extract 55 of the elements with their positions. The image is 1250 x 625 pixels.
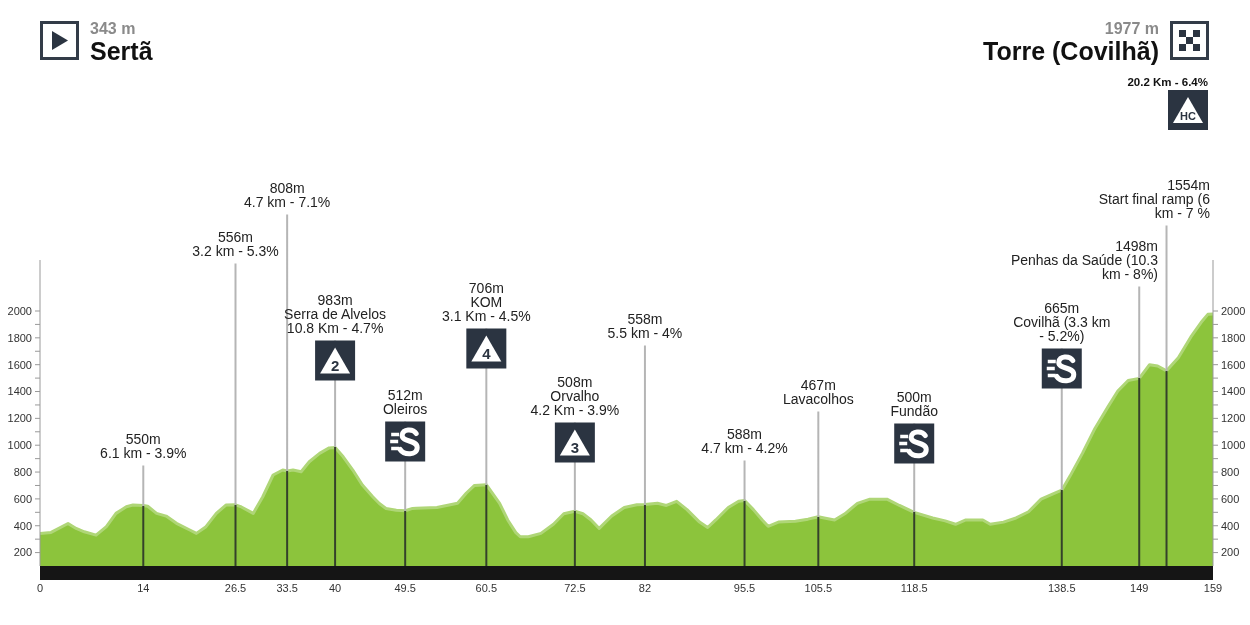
x-tick-label: 49.5 — [394, 581, 416, 594]
y2-tick-label: 800 — [1221, 465, 1240, 478]
y-tick-label: 600 — [13, 492, 32, 505]
ref-line-label: 508m Orvalho 4.2 Km - 3.9% — [530, 374, 620, 418]
ref-line-label: 467m Lavacolhos — [782, 377, 854, 407]
x-tick-label: 105.5 — [804, 581, 833, 594]
ref-line-label: 512m Oleiros — [383, 387, 428, 417]
x-tick-label: 149 — [1130, 581, 1149, 594]
ref-line-label: 1554m Start final ramp (6 km - 7 % — [1098, 177, 1211, 221]
y2-tick-label: 1800 — [1221, 331, 1246, 344]
y2-tick-label: 1200 — [1221, 412, 1246, 425]
y2-tick-label: 1600 — [1221, 358, 1246, 371]
ref-line-label: 808m 4.7 km - 7.1% — [243, 180, 331, 210]
y-tick-label: 200 — [13, 546, 32, 559]
x-tick-label: 14 — [137, 581, 150, 594]
y-tick-label: 2000 — [7, 304, 32, 317]
y2-tick-label: 1400 — [1221, 385, 1246, 398]
x-tick-label: 118.5 — [900, 581, 928, 594]
x-tick-label: 138.5 — [1048, 581, 1076, 594]
ref-line-label: 983m Serra de Alvelos 10.8 Km - 4.7% — [284, 292, 387, 336]
y2-tick-label: 600 — [1221, 492, 1240, 505]
y2-tick-label: 200 — [1221, 546, 1240, 559]
y2-tick-label: 2000 — [1221, 304, 1246, 317]
x-tick-label: 40 — [328, 581, 342, 594]
ref-line-label: 706m KOM 3.1 Km - 4.5% — [441, 280, 531, 324]
y-tick-label: 800 — [13, 465, 32, 478]
y2-tick-label: 1000 — [1221, 439, 1246, 452]
annotation: 3 — [570, 438, 580, 456]
ref-line-label: 665m Covilhã (3.3 km - 5.2%) — [1013, 300, 1111, 344]
annotation: 4 — [482, 344, 492, 362]
x-tick-label: 95.5 — [733, 581, 756, 594]
text: 20.2 Km - 6.4% — [1127, 76, 1208, 88]
ref-line-label: 500m Fundão — [890, 389, 939, 419]
y-tick-label: 1400 — [7, 385, 32, 398]
x-tick-label: 0 — [36, 581, 44, 594]
x-tick-label: 72.5 — [564, 581, 586, 594]
text: 343 m Sertã — [90, 20, 153, 65]
y-tick-label: 1600 — [7, 358, 32, 371]
y2-tick-label: 400 — [1221, 519, 1240, 532]
y-tick-label: 1000 — [7, 439, 32, 452]
ref-line-label: 556m 3.2 km - 5.3% — [192, 229, 279, 259]
ref-line-label: 588m 4.7 km - 4.2% — [701, 426, 788, 456]
x-tick-label: 26.5 — [224, 581, 247, 594]
x-tick-label: 33.5 — [276, 581, 298, 594]
x-tick-label: 82 — [638, 581, 652, 594]
text: 1977 m Torre (Covilhã) — [983, 20, 1159, 65]
y-tick-label: 1200 — [7, 412, 32, 425]
y-tick-label: 400 — [13, 519, 32, 532]
annotation: 2 — [330, 356, 340, 374]
y-tick-label: 1800 — [7, 331, 32, 344]
ref-line-label: 1498m Penhas da Saúde (10.3 km - 8%) — [1010, 238, 1159, 282]
x-tick-label: 159 — [1203, 581, 1223, 594]
ref-line-label: 558m 5.5 km - 4% — [607, 311, 683, 341]
x-tick-label: 60.5 — [475, 581, 498, 594]
ref-line-label: 550m 6.1 km - 3.9% — [100, 431, 187, 461]
